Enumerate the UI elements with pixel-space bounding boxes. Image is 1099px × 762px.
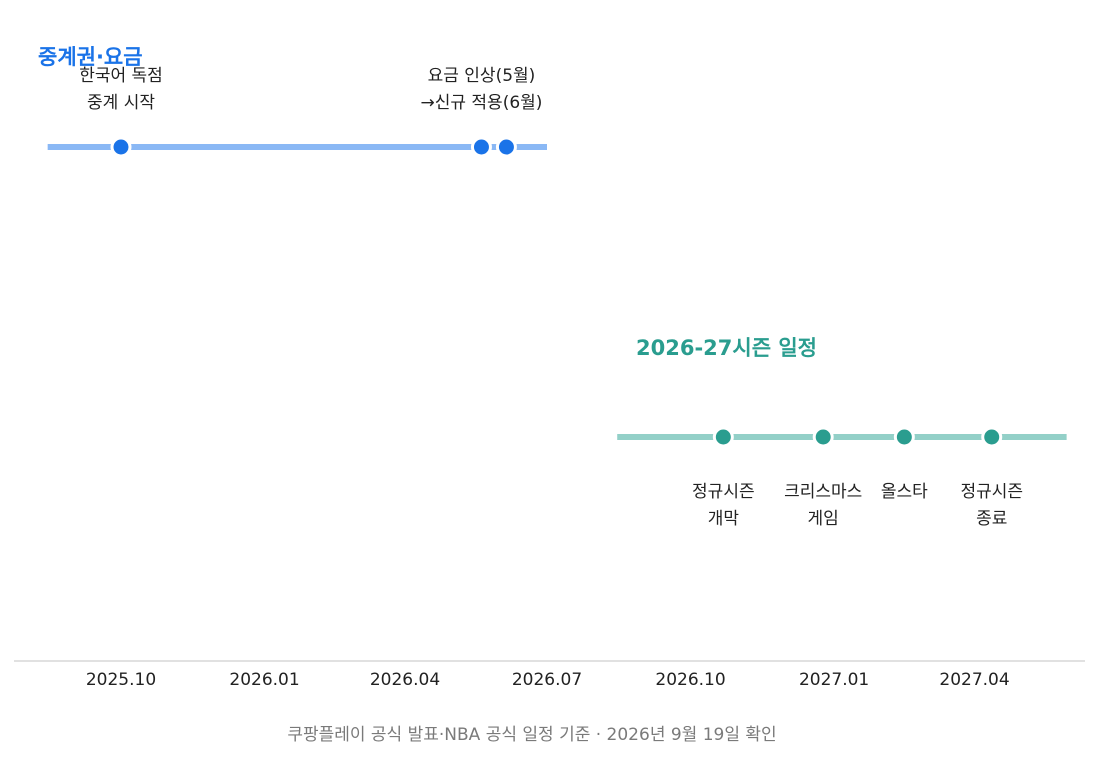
event-label: 중계 시작 xyxy=(87,93,155,113)
event-label: 정규시즌 xyxy=(960,482,1023,502)
event-label: 크리스마스 xyxy=(784,482,862,502)
x-tick-label: 2026.10 xyxy=(655,670,725,690)
event-label: 게임 xyxy=(808,509,839,529)
event-marker xyxy=(712,426,734,448)
event-label: 올스타 xyxy=(881,482,928,502)
x-tick-label: 2025.10 xyxy=(86,670,156,690)
event-label: 종료 xyxy=(976,509,1007,529)
source-footnote: 쿠팡플레이 공식 발표·NBA 공식 일정 기준 · 2026년 9월 19일 … xyxy=(287,725,776,745)
event-marker xyxy=(470,136,492,158)
group-title: 2026-27시즌 일정 xyxy=(636,336,817,360)
x-tick-label: 2026.07 xyxy=(512,670,582,690)
x-tick-label: 2027.01 xyxy=(799,670,869,690)
event-label: 한국어 독점 xyxy=(79,66,163,86)
event-label: →신규 적용(6월) xyxy=(420,93,542,113)
event-marker xyxy=(110,136,132,158)
x-tick-label: 2026.01 xyxy=(229,670,299,690)
x-tick-label: 2027.04 xyxy=(939,670,1009,690)
event-label: 개막 xyxy=(708,509,740,529)
event-marker xyxy=(981,426,1003,448)
event-marker xyxy=(893,426,915,448)
x-tick-label: 2026.04 xyxy=(370,670,440,690)
event-label: 정규시즌 xyxy=(692,482,755,502)
group-title: 중계권·요금 xyxy=(38,45,143,69)
event-marker xyxy=(812,426,834,448)
event-label: 요금 인상(5월) xyxy=(428,66,536,86)
event-marker xyxy=(495,136,517,158)
